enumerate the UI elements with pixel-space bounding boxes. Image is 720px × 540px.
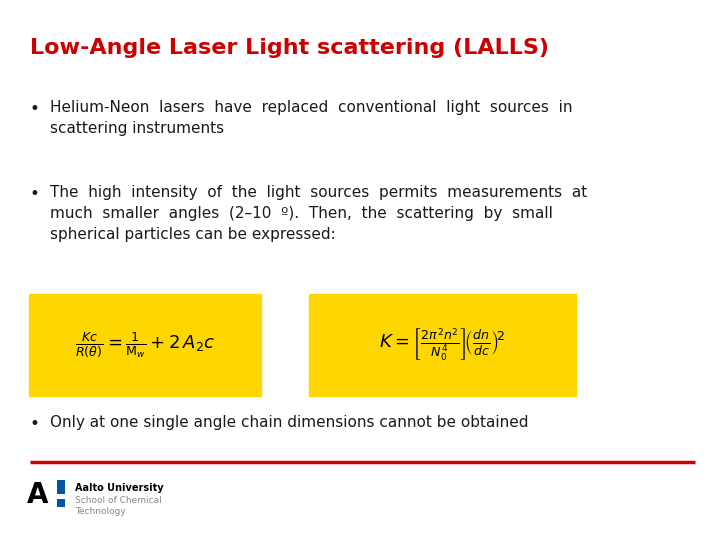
Text: Only at one single angle chain dimensions cannot be obtained: Only at one single angle chain dimension… — [50, 415, 528, 430]
Text: Helium-Neon  lasers  have  replaced  conventional  light  sources  in
scattering: Helium-Neon lasers have replaced convent… — [50, 100, 572, 136]
Text: $K = \left[\frac{2\pi^2 n^2}{N_0^4}\right]\!\left(\frac{dn}{dc}\right)^{\!2}$: $K = \left[\frac{2\pi^2 n^2}{N_0^4}\righ… — [379, 327, 505, 363]
Text: A: A — [27, 481, 49, 509]
Text: School of Chemical: School of Chemical — [75, 496, 162, 505]
Text: •: • — [30, 100, 40, 118]
Text: $\frac{Kc}{R(\theta)} = \frac{1}{\mathrm{M}_w} + 2\,A_2 c$: $\frac{Kc}{R(\theta)} = \frac{1}{\mathrm… — [75, 330, 215, 360]
Text: •: • — [30, 185, 40, 203]
Text: •: • — [30, 415, 40, 433]
Text: Aalto University: Aalto University — [75, 483, 163, 493]
Bar — [57, 499, 65, 507]
FancyBboxPatch shape — [29, 294, 261, 396]
Bar — [57, 480, 65, 494]
FancyBboxPatch shape — [309, 294, 576, 396]
Text: Low-Angle Laser Light scattering (LALLS): Low-Angle Laser Light scattering (LALLS) — [30, 38, 549, 58]
Text: Technology: Technology — [75, 507, 126, 516]
Text: The  high  intensity  of  the  light  sources  permits  measurements  at
much  s: The high intensity of the light sources … — [50, 185, 588, 242]
